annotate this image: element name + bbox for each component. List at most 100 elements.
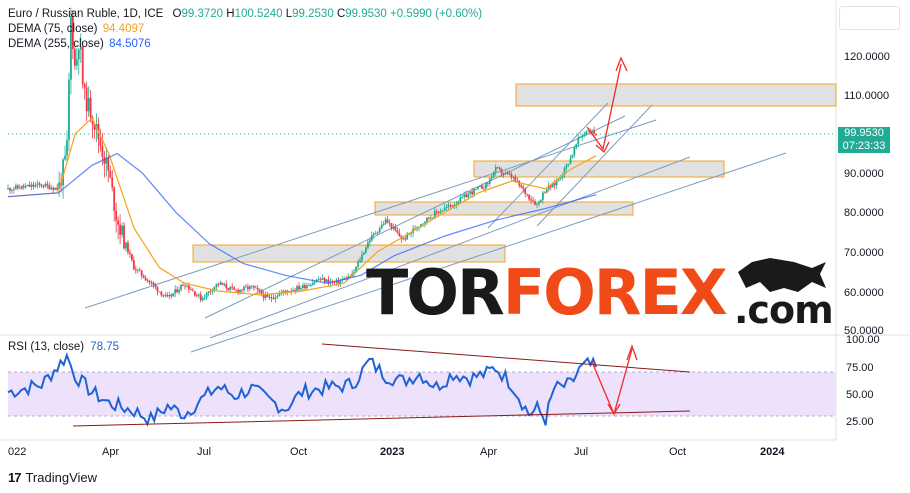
candle-body xyxy=(28,184,31,187)
candle-body xyxy=(492,171,495,178)
symbol-legend: Euro / Russian Ruble, 1D, ICE O99.3720 H… xyxy=(8,7,482,22)
candle-body xyxy=(199,294,202,301)
candle-body xyxy=(496,167,499,169)
candle-body xyxy=(306,285,308,289)
candle-body xyxy=(585,131,588,135)
candle-body xyxy=(189,289,192,291)
candle-body xyxy=(225,284,228,289)
candle-body xyxy=(73,48,76,66)
dema255-label: DEMA (255, close) xyxy=(8,38,104,50)
candle-body xyxy=(46,183,49,186)
candle-body xyxy=(311,282,314,286)
candle-body xyxy=(471,191,474,195)
candle-body xyxy=(512,177,515,179)
candle-body xyxy=(372,233,375,236)
channel-mid xyxy=(204,115,626,319)
candle-body xyxy=(553,183,556,186)
candle-body xyxy=(142,275,145,278)
candle-body xyxy=(357,261,359,267)
candle-body xyxy=(392,226,395,229)
time-tick: Oct xyxy=(290,446,307,458)
candle-body xyxy=(115,211,118,221)
candle-body xyxy=(68,79,70,141)
candle-body xyxy=(374,233,377,234)
time-tick: 2024 xyxy=(760,446,785,458)
candle-body xyxy=(215,283,218,288)
candle-body xyxy=(410,232,413,234)
candle-body xyxy=(152,282,155,285)
watermark-logo: TORFOREX xyxy=(366,258,728,328)
candle-body xyxy=(237,290,239,293)
zone-80 xyxy=(374,201,634,216)
candle-body xyxy=(549,185,552,188)
candle-body xyxy=(540,199,542,202)
candle-body xyxy=(125,242,127,249)
candle-body xyxy=(595,133,597,136)
symbol-name: Euro / Russian Ruble, 1D, ICE xyxy=(8,8,164,20)
candle-body xyxy=(559,177,562,179)
candle-body xyxy=(62,159,64,186)
candle-body xyxy=(50,187,53,190)
tradingview-name: TradingView xyxy=(25,470,98,485)
candle-body xyxy=(278,293,281,297)
time-tick: Apr xyxy=(102,446,119,458)
candle-body xyxy=(414,228,416,230)
candle-body xyxy=(543,192,546,194)
price-tick: 120.0000 xyxy=(844,51,890,63)
candle-body xyxy=(500,169,503,174)
high-label: H xyxy=(226,8,235,20)
candle-body xyxy=(178,289,180,293)
candle-body xyxy=(209,291,212,293)
dema255-value: 84.5076 xyxy=(109,38,151,50)
candle-body xyxy=(197,294,200,296)
channel-lower xyxy=(190,152,787,353)
candle-body xyxy=(174,289,177,294)
candle-body xyxy=(431,217,434,219)
zone-110 xyxy=(515,83,837,107)
candle-body xyxy=(538,201,540,204)
candle-body xyxy=(12,188,15,190)
candle-body xyxy=(593,130,595,134)
candle-body xyxy=(323,278,326,283)
candle-body xyxy=(394,226,397,231)
candle-body xyxy=(83,83,86,88)
candle-body xyxy=(56,187,59,190)
candle-body xyxy=(441,210,444,212)
candle-body xyxy=(437,212,440,213)
candle-body xyxy=(64,155,66,160)
candle-body xyxy=(565,164,568,168)
candle-body xyxy=(286,290,289,292)
time-tick: Jul xyxy=(574,446,588,458)
candle-body xyxy=(144,277,147,281)
tradingview-brand[interactable]: 17 TradingView xyxy=(8,470,97,485)
candle-body xyxy=(70,16,72,80)
settings-button[interactable] xyxy=(839,6,900,30)
zone-70 xyxy=(192,244,506,263)
candle-body xyxy=(288,291,291,292)
candle-body xyxy=(506,172,509,174)
candle-body xyxy=(262,294,265,298)
candle-body xyxy=(121,225,123,235)
candle-body xyxy=(382,224,385,225)
dema255-legend: DEMA (255, close) 84.5076 xyxy=(8,37,151,52)
candle-body xyxy=(42,186,45,187)
rsi-tick: 50.00 xyxy=(846,389,874,401)
watermark-domain: .com xyxy=(734,288,834,332)
candle-body xyxy=(233,287,236,290)
candle-body xyxy=(195,295,198,297)
candle-body xyxy=(93,124,96,130)
candle-body xyxy=(309,285,312,286)
candle-body xyxy=(77,49,80,60)
candle-body xyxy=(406,233,409,240)
price-tick: 60.0000 xyxy=(844,287,884,299)
candle-body xyxy=(298,286,300,290)
wedge-a xyxy=(487,102,609,229)
candle-body xyxy=(252,285,255,288)
candle-body xyxy=(140,270,143,276)
candle-body xyxy=(365,247,367,253)
candle-body xyxy=(463,194,466,197)
candle-body xyxy=(9,188,11,191)
candle-body xyxy=(245,286,247,288)
candle-body xyxy=(58,182,61,190)
candle-body xyxy=(294,289,297,291)
